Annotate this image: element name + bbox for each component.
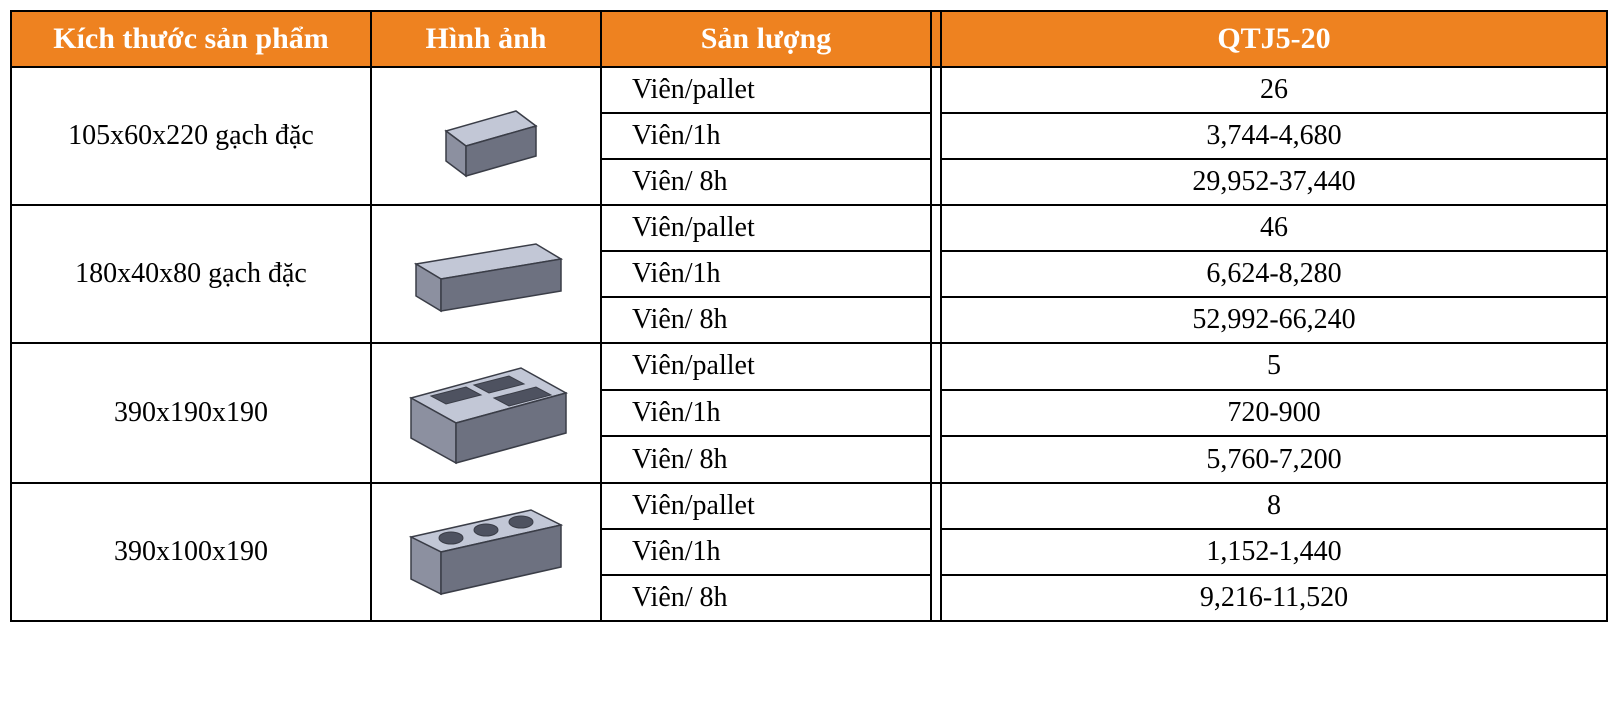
table-row: 390x190x190 Viên/pallet 5 xyxy=(11,343,1607,390)
gap-cell xyxy=(931,67,941,205)
metric-per-pallet: Viên/pallet xyxy=(601,67,931,113)
metric-per-pallet: Viên/pallet xyxy=(601,343,931,390)
metric-per-1h: Viên/1h xyxy=(601,390,931,437)
metric-per-8h: Viên/ 8h xyxy=(601,297,931,343)
metric-per-8h: Viên/ 8h xyxy=(601,575,931,621)
value-per-8h: 9,216-11,520 xyxy=(941,575,1607,621)
gap-cell xyxy=(931,343,941,483)
metric-per-1h: Viên/1h xyxy=(601,113,931,159)
value-per-1h: 3,744-4,680 xyxy=(941,113,1607,159)
header-output: Sản lượng xyxy=(601,11,931,67)
metric-per-pallet: Viên/pallet xyxy=(601,205,931,251)
value-per-8h: 29,952-37,440 xyxy=(941,159,1607,205)
header-size: Kích thước sản phẩm xyxy=(11,11,371,67)
metric-per-8h: Viên/ 8h xyxy=(601,159,931,205)
image-cell xyxy=(371,67,601,205)
value-per-pallet: 5 xyxy=(941,343,1607,390)
image-cell xyxy=(371,483,601,621)
value-per-pallet: 8 xyxy=(941,483,1607,529)
table-row: 105x60x220 gạch đặc Viên/pallet 26 xyxy=(11,67,1607,113)
metric-per-8h: Viên/ 8h xyxy=(601,436,931,483)
metric-per-1h: Viên/1h xyxy=(601,529,931,575)
product-spec-table: Kích thước sản phẩm Hình ảnh Sản lượng Q… xyxy=(10,10,1608,622)
value-per-1h: 720-900 xyxy=(941,390,1607,437)
table-body: 105x60x220 gạch đặc Viên/pallet 26 Viên/… xyxy=(11,67,1607,621)
size-cell: 390x190x190 xyxy=(11,343,371,483)
metric-per-1h: Viên/1h xyxy=(601,251,931,297)
brick-icon-solid-small xyxy=(411,81,561,191)
table-row: 180x40x80 gạch đặc Viên/pallet 46 xyxy=(11,205,1607,251)
size-cell: 390x100x190 xyxy=(11,483,371,621)
value-per-1h: 6,624-8,280 xyxy=(941,251,1607,297)
brick-icon-solid-long xyxy=(391,219,581,329)
brick-icon-hollow-rect xyxy=(386,348,586,478)
value-per-8h: 5,760-7,200 xyxy=(941,436,1607,483)
brick-icon-hollow-circ xyxy=(386,492,586,612)
size-cell: 105x60x220 gạch đặc xyxy=(11,67,371,205)
gap-cell xyxy=(931,483,941,621)
metric-per-pallet: Viên/pallet xyxy=(601,483,931,529)
table-row: 390x100x190 Viên/pallet 8 xyxy=(11,483,1607,529)
header-image: Hình ảnh xyxy=(371,11,601,67)
size-cell: 180x40x80 gạch đặc xyxy=(11,205,371,343)
gap-cell xyxy=(931,205,941,343)
value-per-pallet: 46 xyxy=(941,205,1607,251)
image-cell xyxy=(371,343,601,483)
value-per-8h: 52,992-66,240 xyxy=(941,297,1607,343)
value-per-pallet: 26 xyxy=(941,67,1607,113)
header-model: QTJ5-20 xyxy=(941,11,1607,67)
table-header-row: Kích thước sản phẩm Hình ảnh Sản lượng Q… xyxy=(11,11,1607,67)
value-per-1h: 1,152-1,440 xyxy=(941,529,1607,575)
header-gap xyxy=(931,11,941,67)
image-cell xyxy=(371,205,601,343)
